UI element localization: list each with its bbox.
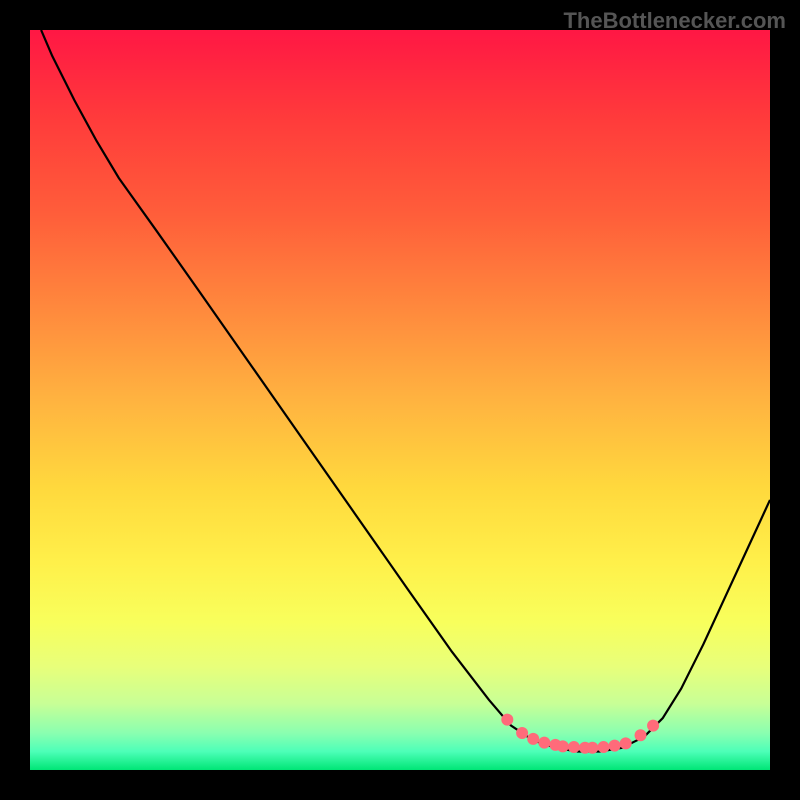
curve-marker [538, 737, 550, 749]
gradient-background [30, 30, 770, 770]
curve-marker [516, 727, 528, 739]
curve-marker [586, 742, 598, 754]
curve-marker [527, 733, 539, 745]
curve-marker [568, 741, 580, 753]
curve-marker [557, 740, 569, 752]
curve-marker [620, 737, 632, 749]
curve-marker [598, 741, 610, 753]
curve-marker [635, 729, 647, 741]
curve-marker [501, 714, 513, 726]
chart-plot-area [30, 30, 770, 770]
curve-marker [647, 720, 659, 732]
chart-svg [30, 30, 770, 770]
curve-marker [609, 740, 621, 752]
watermark-text: TheBottlenecker.com [563, 8, 786, 34]
